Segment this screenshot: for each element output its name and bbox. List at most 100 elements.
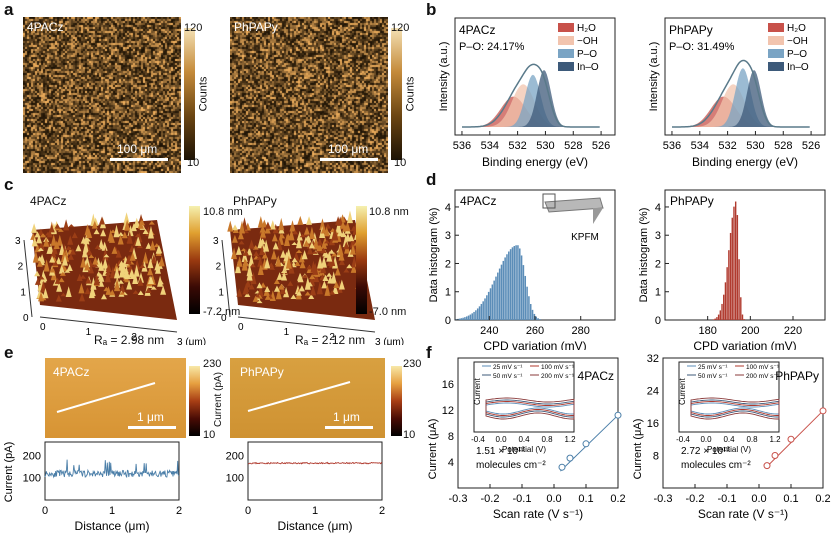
cv-inset-legend-phpapy-3: 200 mV s⁻¹ (746, 373, 780, 380)
hist-bar-4pacz (460, 318, 463, 320)
panel-c-label: c (4, 175, 14, 194)
afm-peak-phpapy-85 (338, 258, 345, 266)
afm-peak-4pacz-175 (100, 229, 107, 237)
afm-peak-4pacz-141 (132, 290, 139, 294)
afm-peak-4pacz-34 (80, 236, 87, 244)
afm-peak-4pacz-170 (69, 248, 76, 255)
cv-density-4pacz: 1.51 × 10¹³ (476, 446, 525, 457)
hist-frame-4pacz (454, 189, 616, 321)
afm-peak-4pacz-201 (54, 223, 61, 229)
afm-peak-phpapy-99 (340, 231, 347, 238)
afm-peak-phpapy-175 (299, 233, 306, 238)
afm-peak-phpapy-0 (227, 220, 234, 232)
afm-peak-4pacz-210 (49, 267, 56, 273)
afm-peak-4pacz-62 (153, 243, 160, 248)
afm-peak-4pacz-93 (37, 228, 44, 236)
hist-bar-phpapy (743, 319, 745, 320)
afm-peak-phpapy-232 (309, 274, 316, 280)
afm-peak-4pacz-16 (149, 240, 156, 251)
hist-bar-phpapy (717, 314, 720, 320)
afm-peak-4pacz-80 (117, 279, 124, 284)
afm-peak-phpapy-49 (326, 272, 333, 277)
afm-peak-4pacz-174 (113, 224, 120, 238)
cv-inset-curve-4pacz-3 (485, 397, 575, 420)
afm-peak-4pacz-130 (150, 254, 157, 264)
afm-peak-phpapy-237 (331, 228, 338, 241)
profile-ytick-4pacz-1: 200 (23, 450, 41, 462)
afm-peak-4pacz-241 (36, 234, 43, 244)
scale-bar-e-right (325, 426, 373, 429)
afm-peak-phpapy-194 (312, 237, 319, 250)
afm-peak-4pacz-244 (157, 279, 164, 285)
afm-peak-phpapy-68 (292, 229, 299, 235)
afm-xtick-4pacz-3: 3 (μm) (177, 337, 206, 345)
cv-xtick-4pacz-4: 0.1 (578, 493, 593, 505)
afm-peak-4pacz-116 (65, 245, 72, 251)
hist-ytick-4pacz-4: 4 (445, 202, 451, 214)
afm-peak-4pacz-84 (148, 220, 155, 225)
xps-xtick-label-4pacz-4: 528 (564, 140, 582, 152)
afm-peak-phpapy-19 (336, 280, 343, 293)
cv-inset-xlabel-4pacz: Potential (V) (502, 445, 546, 454)
afm-peak-phpapy-44 (308, 226, 315, 239)
hist-bar-4pacz (515, 245, 517, 320)
afm-peak-4pacz-23 (34, 270, 41, 277)
hist-bar-4pacz (517, 245, 519, 320)
hist-bar-4pacz (467, 315, 470, 320)
afm-peak-4pacz-222 (121, 231, 128, 239)
cv-ylabel-4pacz: Current (μA) (427, 419, 439, 480)
hist-bar-phpapy (731, 217, 733, 320)
cafm-map-phpapy (230, 358, 385, 438)
afm-peak-4pacz-125 (98, 260, 105, 271)
afm-peak-phpapy-54 (297, 215, 304, 225)
afm-peak-4pacz-194 (40, 233, 47, 237)
hist-bar-phpapy (724, 282, 727, 320)
afm-peak-phpapy-178 (295, 290, 302, 296)
afm-peak-phpapy-105 (303, 226, 310, 235)
afm-peak-phpapy-214 (238, 220, 245, 234)
profile-xlabel-4pacz: Distance (μm) (75, 519, 150, 533)
hist-bar-4pacz (524, 275, 527, 320)
afm-peak-phpapy-127 (349, 244, 356, 255)
afm-peak-4pacz-146 (158, 256, 165, 267)
afm-peak-4pacz-184 (50, 249, 57, 258)
afm-yaxis-phpapy (221, 239, 231, 318)
hist-bar-phpapy (714, 318, 716, 320)
xps-xtick-label-phpapy-3: 530 (746, 140, 764, 152)
cv-density-unit-4pacz: molecules cm⁻² (476, 460, 546, 471)
afm-peak-4pacz-200 (31, 223, 38, 233)
hist-bar-4pacz (504, 257, 506, 320)
hist-bar-4pacz (535, 316, 537, 320)
profile-xtick-phpapy-0: 0 (245, 505, 251, 517)
cv-ytick-phpapy-2: 24 (647, 386, 659, 398)
afm-peak-phpapy-112 (280, 249, 287, 258)
cv-inset-xtick-phpapy-4: 1.2 (769, 435, 781, 444)
cv-xtick-phpapy-2: -0.1 (718, 493, 737, 505)
afm-peak-phpapy-195 (248, 239, 255, 249)
hist-xtick-label-4pacz-1: 260 (526, 325, 544, 337)
cv-ylabel-phpapy: Current (μA) (632, 419, 644, 480)
cv-inset-xtick-4pacz-0: -0.4 (471, 435, 485, 444)
afm-peak-4pacz-154 (126, 279, 133, 290)
afm-peak-phpapy-236 (278, 217, 285, 231)
afm-peak-4pacz-188 (85, 277, 92, 284)
afm-yaxis-4pacz (23, 239, 33, 318)
afm-peak-phpapy-201 (346, 210, 353, 224)
afm-peak-4pacz-177 (31, 237, 38, 247)
roughness-phpapy: Rₐ = 2.12 nm (295, 333, 366, 347)
afm-peak-4pacz-215 (119, 291, 126, 295)
cv-inset-curve-phpapy-3 (690, 397, 780, 420)
kpfm-label: KPFM (571, 232, 599, 243)
afm-peak-phpapy-225 (253, 250, 260, 257)
afm-peak-phpapy-53 (256, 256, 263, 260)
afm-peak-4pacz-257 (91, 220, 98, 229)
xps-sample-4pacz: 4PACz (459, 23, 495, 37)
xps-legend-label-phpapy-3: In–O (787, 62, 809, 73)
afm-peak-phpapy-258 (252, 295, 259, 302)
afm-peak-4pacz-176 (67, 253, 74, 260)
afm-peak-phpapy-92 (337, 228, 344, 237)
profile-line-4pacz (56, 382, 156, 413)
profile-line-phpapy (247, 461, 383, 465)
hist-bar-phpapy (736, 215, 739, 320)
afm-xtick-4pacz-0: 0 (40, 322, 46, 333)
